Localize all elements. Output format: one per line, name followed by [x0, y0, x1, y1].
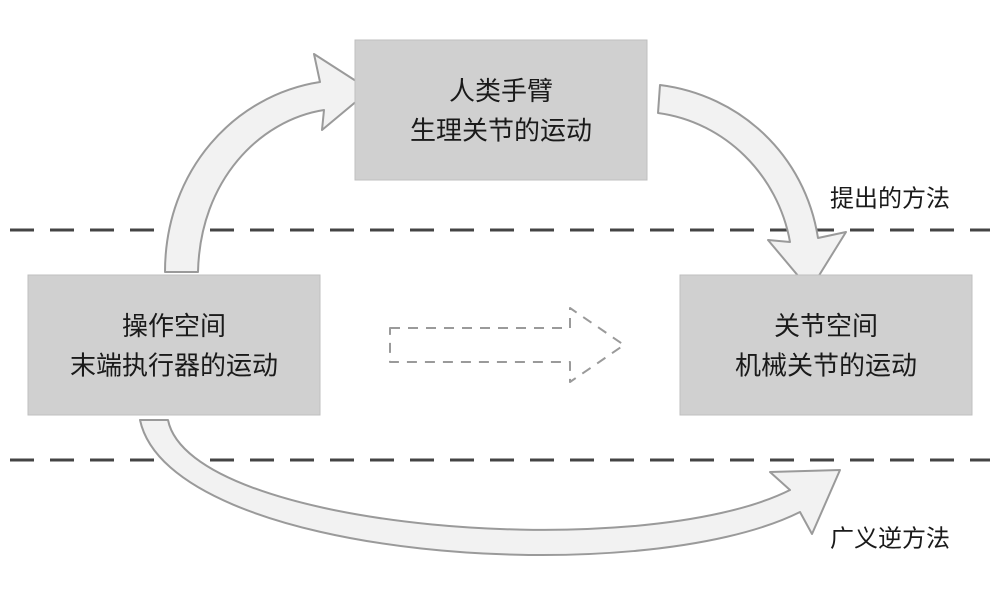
box-top: 人类手臂 生理关节的运动: [355, 40, 647, 180]
box-right-line2: 机械关节的运动: [735, 350, 917, 380]
box-left-line2: 末端执行器的运动: [70, 350, 278, 380]
label-proposed-method: 提出的方法: [830, 185, 950, 212]
arrow-top-to-right: [658, 85, 846, 290]
box-right: 关节空间 机械关节的运动: [680, 275, 972, 415]
arrow-left-to-right-dashed: [390, 308, 624, 382]
box-top-line2: 生理关节的运动: [410, 115, 592, 145]
box-left-line1: 操作空间: [122, 311, 226, 341]
diagram-canvas: 人类手臂 生理关节的运动 操作空间 末端执行器的运动 关节空间 机械关节的运动 …: [0, 0, 1000, 603]
arrow-bottom-curve: [140, 420, 840, 555]
box-right-line1: 关节空间: [774, 311, 878, 341]
box-top-line1: 人类手臂: [449, 76, 553, 106]
box-left: 操作空间 末端执行器的运动: [28, 275, 320, 415]
arrow-left-to-top: [165, 54, 370, 272]
label-generalized-inverse: 广义逆方法: [830, 525, 950, 552]
